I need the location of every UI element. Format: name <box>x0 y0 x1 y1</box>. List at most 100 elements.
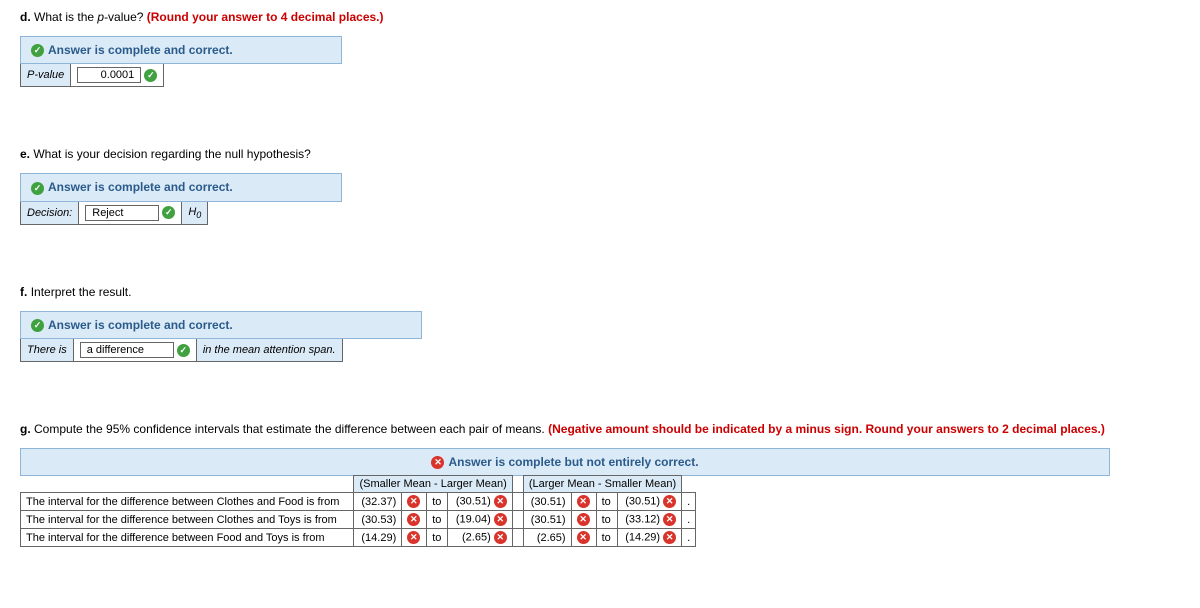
ci-val-a[interactable]: (32.37) <box>354 493 402 511</box>
decision-h-sub: 0 <box>196 210 201 220</box>
decision-label: Decision: <box>21 201 79 224</box>
header-smaller-larger: (Smaller Mean - Larger Mean) <box>354 476 512 493</box>
x-icon <box>577 495 590 508</box>
question-d-text1: What is the <box>34 10 97 24</box>
ci-mark-a <box>402 511 427 529</box>
x-icon <box>494 495 507 508</box>
question-d-instruction: (Round your answer to 4 decimal places.) <box>147 10 384 24</box>
feedback-text-e: Answer is complete and correct. <box>48 180 233 194</box>
x-icon <box>407 531 420 544</box>
ci-mark-c <box>571 529 596 547</box>
x-icon <box>577 513 590 526</box>
x-icon <box>431 456 444 469</box>
ci-period: . <box>682 493 696 511</box>
ci-val-d[interactable]: (30.51) <box>617 493 682 511</box>
question-e-text: What is your decision regarding the null… <box>33 147 311 161</box>
ci-to-1: to <box>427 529 448 547</box>
ci-val-a[interactable]: (30.53) <box>354 511 402 529</box>
ci-val-b[interactable]: (2.65) <box>448 529 513 547</box>
blank-header <box>21 476 354 493</box>
question-f-letter: f. <box>20 285 27 299</box>
ci-gap <box>512 529 523 547</box>
x-icon <box>663 531 676 544</box>
question-g: g. Compute the 95% confidence intervals … <box>20 422 1180 547</box>
ci-row: The interval for the difference between … <box>21 493 696 511</box>
ci-to-2: to <box>596 493 617 511</box>
check-icon <box>162 206 175 219</box>
ci-val-c[interactable]: (30.51) <box>523 493 571 511</box>
check-icon <box>144 69 157 82</box>
feedback-text-f: Answer is complete and correct. <box>48 318 233 332</box>
pvalue-input[interactable]: 0.0001 <box>77 67 141 83</box>
difference-cell: a difference <box>73 338 196 361</box>
question-e-letter: e. <box>20 147 30 161</box>
blank-end <box>682 476 696 493</box>
difference-input[interactable]: a difference <box>80 342 174 358</box>
answer-table-f: There is a difference in the mean attent… <box>20 338 343 362</box>
x-icon <box>407 495 420 508</box>
ci-val-c[interactable]: (30.51) <box>523 511 571 529</box>
ci-mark-c <box>571 493 596 511</box>
ci-table: (Smaller Mean - Larger Mean) (Larger Mea… <box>20 475 696 547</box>
question-e: e. What is your decision regarding the n… <box>20 147 1180 224</box>
feedback-banner-g: Answer is complete but not entirely corr… <box>20 448 1110 476</box>
question-d-text2: -value? <box>104 10 147 24</box>
ci-val-c[interactable]: (2.65) <box>523 529 571 547</box>
feedback-text-d: Answer is complete and correct. <box>48 43 233 57</box>
ci-mark-a <box>402 529 427 547</box>
answer-table-e: Decision: Reject H0 <box>20 201 208 225</box>
decision-input[interactable]: Reject <box>85 205 159 221</box>
question-f: f. Interpret the result. Answer is compl… <box>20 285 1180 362</box>
question-f-text: Interpret the result. <box>31 285 132 299</box>
feedback-banner-d: Answer is complete and correct. <box>20 36 342 64</box>
ci-row: The interval for the difference between … <box>21 511 696 529</box>
ci-desc: The interval for the difference between … <box>21 511 354 529</box>
ci-val-d[interactable]: (33.12) <box>617 511 682 529</box>
feedback-banner-e: Answer is complete and correct. <box>20 173 342 201</box>
decision-cell: Reject <box>79 201 182 224</box>
check-icon <box>177 344 190 357</box>
x-icon <box>663 513 676 526</box>
question-f-prompt: f. Interpret the result. <box>20 285 1180 299</box>
x-icon <box>407 513 420 526</box>
question-g-text: Compute the 95% confidence intervals tha… <box>34 422 548 436</box>
question-e-prompt: e. What is your decision regarding the n… <box>20 147 1180 161</box>
check-icon <box>31 182 44 195</box>
pvalue-cell: 0.0001 <box>71 64 164 87</box>
feedback-banner-f: Answer is complete and correct. <box>20 311 422 339</box>
ci-desc: The interval for the difference between … <box>21 529 354 547</box>
answer-table-d: P-value 0.0001 <box>20 63 164 87</box>
ci-mark-c <box>571 511 596 529</box>
x-icon <box>663 495 676 508</box>
x-icon <box>494 513 507 526</box>
ci-period: . <box>682 511 696 529</box>
x-icon <box>577 531 590 544</box>
x-icon <box>494 531 507 544</box>
ci-to-1: to <box>427 493 448 511</box>
question-g-prompt: g. Compute the 95% confidence intervals … <box>20 422 1180 436</box>
feedback-text-g: Answer is complete but not entirely corr… <box>448 455 698 469</box>
question-d-prompt: d. What is the p-value? (Round your answ… <box>20 10 1180 24</box>
ci-val-b[interactable]: (30.51) <box>448 493 513 511</box>
ci-to-2: to <box>596 511 617 529</box>
header-larger-smaller: (Larger Mean - Smaller Mean) <box>523 476 681 493</box>
ci-row: The interval for the difference between … <box>21 529 696 547</box>
ci-val-a[interactable]: (14.29) <box>354 529 402 547</box>
ci-to-1: to <box>427 511 448 529</box>
check-icon <box>31 319 44 332</box>
ci-val-d[interactable]: (14.29) <box>617 529 682 547</box>
thereis-label: There is <box>21 338 74 361</box>
ci-desc: The interval for the difference between … <box>21 493 354 511</box>
ci-val-b[interactable]: (19.04) <box>448 511 513 529</box>
attention-label: in the mean attention span. <box>196 338 342 361</box>
check-icon <box>31 44 44 57</box>
ci-period: . <box>682 529 696 547</box>
ci-gap <box>512 493 523 511</box>
decision-post: H0 <box>182 201 208 224</box>
question-d-letter: d. <box>20 10 31 24</box>
ci-gap <box>512 511 523 529</box>
question-g-instruction: (Negative amount should be indicated by … <box>548 422 1105 436</box>
ci-to-2: to <box>596 529 617 547</box>
ci-mark-a <box>402 493 427 511</box>
question-g-letter: g. <box>20 422 31 436</box>
